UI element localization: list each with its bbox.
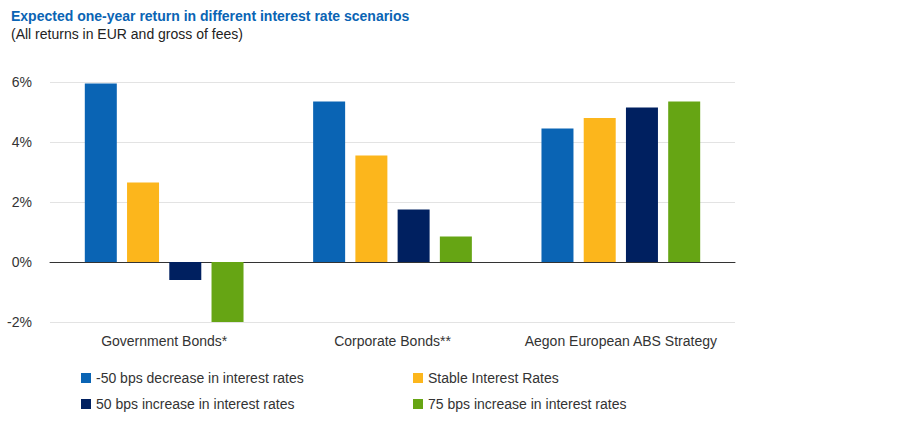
svg-text:-2%: -2% [7, 314, 32, 330]
svg-text:-50 bps decrease in interest r: -50 bps decrease in interest rates [96, 370, 304, 386]
svg-text:2%: 2% [12, 194, 32, 210]
svg-text:Corporate Bonds**: Corporate Bonds** [334, 333, 451, 349]
svg-text:(All returns in EUR and gross: (All returns in EUR and gross of fees) [11, 26, 243, 42]
svg-text:50 bps increase in interest ra: 50 bps increase in interest rates [96, 396, 294, 412]
svg-text:75 bps increase in interest ra: 75 bps increase in interest rates [428, 396, 626, 412]
svg-text:Expected one-year return in di: Expected one-year return in different in… [11, 8, 410, 24]
svg-text:0%: 0% [12, 254, 32, 270]
svg-text:Stable Interest Rates: Stable Interest Rates [428, 370, 559, 386]
svg-text:4%: 4% [12, 134, 32, 150]
svg-text:Aegon European ABS Strategy: Aegon European ABS Strategy [525, 333, 717, 349]
svg-text:6%: 6% [12, 74, 32, 90]
svg-text:Government Bonds*: Government Bonds* [101, 333, 228, 349]
